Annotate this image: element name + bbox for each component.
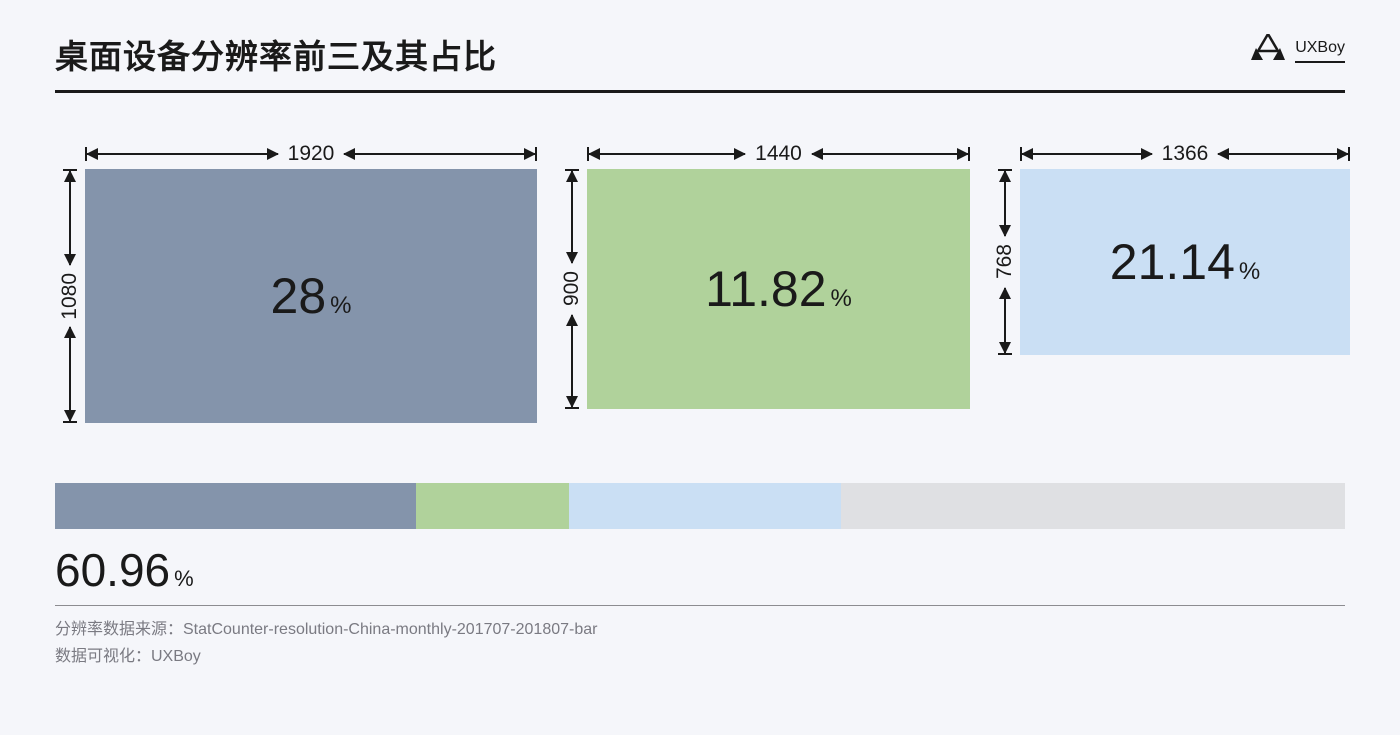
percent-sign: % (174, 566, 194, 592)
box-percent: 11.82% (705, 260, 852, 318)
resolution-block: 1366 768 21.14% (990, 139, 1350, 355)
bar-segment (55, 483, 416, 529)
bar-segment (416, 483, 568, 529)
footer: 分辨率数据来源：StatCounter-resolution-China-mon… (55, 616, 1345, 670)
width-label: 1366 (1152, 142, 1219, 166)
resolution-box: 11.82% (587, 169, 970, 409)
page-root: 桌面设备分辨率前三及其占比 UXBoy 1920 1080 28% 1440 900 11… (0, 0, 1400, 690)
width-label: 1440 (745, 142, 812, 166)
height-label: 900 (560, 263, 584, 314)
resolution-box: 21.14% (1020, 169, 1350, 355)
box-wrap: 900 11.82% (557, 169, 970, 409)
resolution-boxes-row: 1920 1080 28% 1440 900 11.82% 1366 768 21.14% (55, 139, 1345, 423)
total-percent-value: 60.96 (55, 543, 170, 597)
bar-segment (841, 483, 1345, 529)
percent-sign: % (831, 285, 852, 313)
triangle-trio-icon (1251, 34, 1285, 67)
percent-value: 28 (271, 267, 327, 325)
resolution-block: 1920 1080 28% (55, 139, 537, 423)
page-title: 桌面设备分辨率前三及其占比 (55, 30, 497, 78)
header-rule (55, 90, 1345, 93)
height-dimension: 768 (990, 169, 1020, 355)
height-dimension: 1080 (55, 169, 85, 423)
footer-rule (55, 605, 1345, 606)
footer-source: 分辨率数据来源：StatCounter-resolution-China-mon… (55, 616, 1345, 643)
box-percent: 21.14% (1110, 233, 1260, 291)
brand-label: UXBoy (1295, 39, 1345, 63)
footer-credit: 数据可视化：UXBoy (55, 643, 1345, 670)
width-label: 1920 (278, 142, 345, 166)
width-dimension: 1920 (55, 139, 537, 169)
box-wrap: 1080 28% (55, 169, 537, 423)
box-percent: 28% (271, 267, 352, 325)
height-dimension: 900 (557, 169, 587, 409)
bar-segment (569, 483, 842, 529)
total-percent: 60.96 % (55, 543, 1345, 597)
height-label: 1080 (58, 265, 82, 328)
percent-value: 21.14 (1110, 233, 1235, 291)
width-dimension: 1366 (990, 139, 1350, 169)
resolution-box: 28% (85, 169, 537, 423)
width-dimension: 1440 (557, 139, 970, 169)
brand-block: UXBoy (1251, 34, 1345, 67)
box-wrap: 768 21.14% (990, 169, 1350, 355)
percent-sign: % (1239, 258, 1260, 286)
percent-value: 11.82 (705, 260, 826, 318)
height-label: 768 (993, 236, 1017, 287)
header: 桌面设备分辨率前三及其占比 UXBoy (55, 30, 1345, 78)
percent-sign: % (330, 292, 351, 320)
stacked-bar (55, 483, 1345, 529)
resolution-block: 1440 900 11.82% (557, 139, 970, 409)
